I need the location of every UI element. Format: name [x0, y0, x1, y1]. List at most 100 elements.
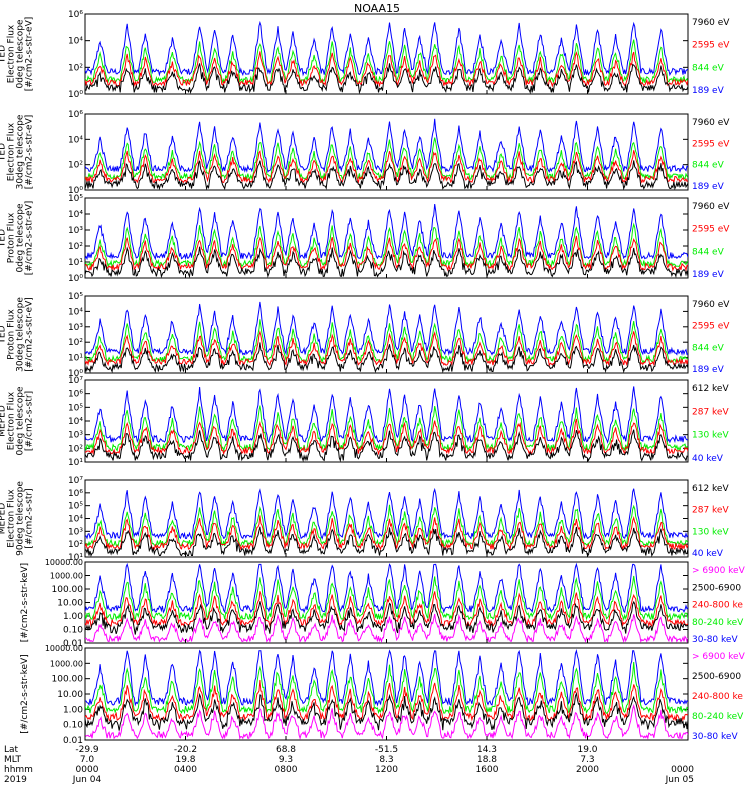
legend-entry: 2595 eV — [692, 41, 730, 51]
legend-entry: 189 eV — [692, 365, 725, 375]
legend-entry: 2595 eV — [692, 322, 730, 332]
legend-entry: 2500-6900 — [692, 583, 741, 593]
series-line — [85, 246, 688, 278]
x-axis-row-label: 2019 — [4, 775, 27, 785]
legend-entry: 130 keV — [692, 431, 729, 441]
legend-entry: 287 keV — [692, 506, 729, 516]
legend-entry: 80-240 keV — [692, 618, 744, 628]
y-tick-label: 10² — [68, 338, 83, 348]
panel-traces — [85, 20, 688, 94]
x-tick-label: 7.0 — [80, 755, 95, 765]
y-tick-label: 10² — [68, 540, 83, 550]
y-tick-label: 100.00 — [52, 585, 84, 595]
x-tick-label: 14.3 — [477, 745, 497, 755]
y-tick-label: 10² — [68, 63, 83, 73]
series-line — [85, 648, 688, 707]
series-line — [85, 405, 688, 453]
x-tick-label: 0400 — [174, 765, 197, 775]
y-tick-label: 10000.00 — [45, 644, 83, 653]
y-axis-label: MEPEDElectron Flux90deg telescope[#/cm2-… — [0, 481, 35, 556]
y-tick-label: 0.10 — [63, 721, 83, 731]
y-tick-label: 10⁴ — [68, 37, 83, 47]
x-tick-label: 8.3 — [379, 755, 393, 765]
y-axis-label: TEDElectron Flux30deg telescope[#/cm2-s-… — [0, 114, 35, 189]
x-tick-label: 19.0 — [577, 745, 597, 755]
y-tick-label: 10⁰ — [68, 369, 83, 379]
legend-entry: 30-80 keV — [692, 635, 738, 645]
series-line — [85, 118, 688, 174]
y-tick-label: 10² — [68, 161, 83, 171]
y-axis-label: TEDProton Flux0deg telescope[#/cm2-s-str… — [0, 201, 35, 276]
y-tick-label: 10³ — [68, 323, 83, 333]
y-tick-label: 10⁴ — [68, 135, 83, 145]
y-tick-label: 1000.00 — [50, 572, 83, 581]
y-tick-label: 10⁴ — [68, 417, 83, 427]
legend-entry: 844 eV — [692, 247, 725, 257]
y-tick-label: 10⁵ — [68, 502, 83, 512]
panel-traces — [85, 386, 688, 462]
legend-entry: 7960 eV — [692, 202, 730, 212]
x-tick-label: 1200 — [375, 765, 398, 775]
legend-entry: 130 keV — [692, 527, 729, 537]
legend-entry: 7960 eV — [692, 300, 730, 310]
x-tick-label: Jun 05 — [665, 775, 694, 785]
x-tick-label: 0000 — [76, 765, 99, 775]
panel-1: 10⁰ 10² 10⁴ 10⁶ TEDElectron Flux0deg telesco… — [0, 10, 730, 100]
x-tick-label: Jun 04 — [72, 775, 102, 785]
series-line — [85, 661, 688, 715]
legend-entry: 2595 eV — [692, 139, 730, 149]
x-tick-label: 0000 — [671, 765, 694, 775]
y-tick-label: 10.00 — [57, 690, 83, 700]
legend-entry: 40 keV — [692, 454, 724, 464]
y-tick-label: 10⁶ — [68, 390, 83, 400]
series-line — [85, 691, 688, 731]
y-tick-label: 10⁰ — [68, 274, 83, 284]
panel-traces — [85, 648, 688, 740]
series-line — [85, 562, 688, 614]
y-tick-label: 10⁶ — [68, 489, 83, 499]
legend-entry: 612 keV — [692, 484, 729, 494]
y-axis-label: TEDProton Flux30deg telescope[#/cm2-s-st… — [0, 297, 35, 372]
y-axis-label: [#/cm2-s-str-keV] — [20, 654, 30, 733]
y-tick-label: 10⁷ — [68, 476, 83, 486]
panel-2: 10⁰ 10² 10⁴ 10⁶ TEDElectron Flux30deg telesc… — [0, 110, 730, 196]
legend-entry: 844 eV — [692, 63, 725, 73]
y-tick-label: 0.01 — [63, 639, 83, 649]
y-tick-label: 10⁵ — [68, 292, 83, 302]
legend-entry: 612 keV — [692, 384, 729, 394]
y-tick-label: 10² — [68, 444, 83, 454]
y-tick-label: 10¹ — [68, 354, 83, 364]
x-tick-label: 18.8 — [477, 755, 497, 765]
y-tick-label: 10² — [68, 242, 83, 252]
y-axis-label: MEPEDElectron Flux0deg telescope[#/cm2-s… — [0, 386, 35, 456]
x-tick-label: 19.8 — [175, 755, 195, 765]
x-tick-label: 7.3 — [580, 755, 594, 765]
x-tick-label: -29.9 — [75, 745, 99, 755]
series-line — [85, 591, 688, 628]
panel-4: 10⁰ 10¹ 10² 10³ 10⁴ 10⁵ TEDProton Flux30deg te… — [0, 292, 730, 379]
legend-entry: > 6900 keV — [692, 566, 746, 576]
y-tick-label: 10⁴ — [68, 307, 83, 317]
legend-entry: 80-240 keV — [692, 712, 744, 722]
y-tick-label: 10.00 — [57, 599, 83, 609]
y-tick-label: 100.00 — [52, 675, 84, 685]
y-tick-label: 1.00 — [63, 705, 83, 715]
y-tick-label: 10³ — [68, 431, 83, 441]
panel-traces — [85, 118, 688, 190]
series-line — [85, 160, 688, 190]
x-axis-row-label: hhmm — [4, 765, 33, 775]
y-tick-label: 10⁴ — [68, 210, 83, 220]
series-line — [85, 51, 688, 88]
panel-7: 0.01 0.10 1.00 10.00 100.00 1000.00 10000.00 [#… — [20, 558, 746, 649]
series-line — [85, 575, 688, 622]
x-tick-label: -20.2 — [174, 745, 197, 755]
y-tick-label: 10⁵ — [68, 194, 83, 204]
panel-traces — [85, 562, 688, 643]
y-tick-label: 1.00 — [63, 612, 83, 622]
legend-entry: 189 eV — [692, 86, 725, 96]
y-axis-label: TEDElectron Flux0deg telescope[#/cm2-s-s… — [0, 17, 35, 92]
y-tick-label: 10⁰ — [68, 186, 83, 196]
series-line — [85, 137, 688, 181]
series-line — [85, 330, 688, 367]
x-tick-label: 68.8 — [276, 745, 296, 755]
